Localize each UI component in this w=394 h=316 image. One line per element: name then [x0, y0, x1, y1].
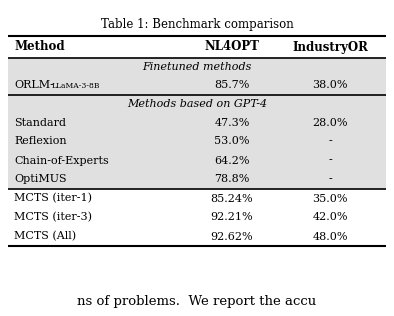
- Text: Reflexion: Reflexion: [14, 137, 67, 147]
- Text: ORLM-: ORLM-: [14, 81, 54, 90]
- Text: 48.0%: 48.0%: [312, 232, 348, 241]
- Text: 47.3%: 47.3%: [214, 118, 250, 127]
- Text: 92.21%: 92.21%: [211, 212, 253, 222]
- Text: Methods based on GPT-4: Methods based on GPT-4: [127, 99, 267, 109]
- Text: 53.0%: 53.0%: [214, 137, 250, 147]
- Text: OptiMUS: OptiMUS: [14, 174, 67, 185]
- Text: 38.0%: 38.0%: [312, 81, 348, 90]
- Text: MCTS (All): MCTS (All): [14, 231, 76, 242]
- Text: 92.62%: 92.62%: [211, 232, 253, 241]
- Bar: [8, 95, 386, 189]
- Text: Method: Method: [14, 40, 65, 53]
- Text: -: -: [328, 137, 332, 147]
- Text: 42.0%: 42.0%: [312, 212, 348, 222]
- Text: -: -: [328, 155, 332, 166]
- Text: MCTS (iter-1): MCTS (iter-1): [14, 193, 92, 204]
- Text: 28.0%: 28.0%: [312, 118, 348, 127]
- Text: IndustryOR: IndustryOR: [292, 40, 368, 53]
- Text: Finetuned methods: Finetuned methods: [142, 62, 252, 72]
- Text: MCTS (iter-3): MCTS (iter-3): [14, 212, 92, 223]
- Text: Chain-of-Experts: Chain-of-Experts: [14, 155, 109, 166]
- Text: 85.24%: 85.24%: [211, 193, 253, 204]
- Text: NL4OPT: NL4OPT: [204, 40, 259, 53]
- Text: Table 1: Benchmark comparison: Table 1: Benchmark comparison: [100, 18, 294, 31]
- Text: LLaMA-3-8B: LLaMA-3-8B: [52, 82, 100, 89]
- Text: -: -: [328, 174, 332, 185]
- Text: 64.2%: 64.2%: [214, 155, 250, 166]
- Text: 85.7%: 85.7%: [214, 81, 250, 90]
- Text: 78.8%: 78.8%: [214, 174, 250, 185]
- Text: ns of problems.  We report the accu: ns of problems. We report the accu: [77, 295, 317, 308]
- Text: Standard: Standard: [14, 118, 66, 127]
- Text: 35.0%: 35.0%: [312, 193, 348, 204]
- Bar: [8, 58, 386, 95]
